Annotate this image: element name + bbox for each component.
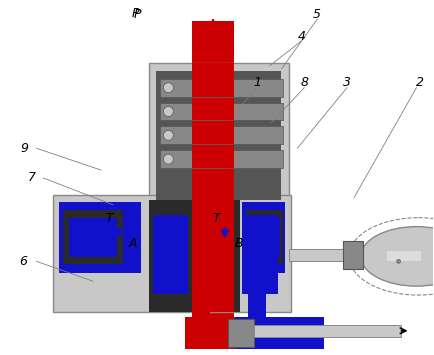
Text: 1: 1 (253, 76, 261, 89)
Bar (148, 63, 289, 210)
Circle shape (396, 260, 400, 263)
Bar (227, 319, 253, 347)
Text: P: P (134, 8, 141, 21)
Bar (247, 269, 265, 337)
Text: T: T (211, 212, 219, 225)
Text: 7: 7 (27, 171, 36, 185)
Bar (69, 218, 116, 257)
Text: 5: 5 (312, 8, 320, 21)
Bar (241, 215, 277, 294)
Bar (386, 251, 421, 261)
Bar (160, 103, 283, 120)
Bar (249, 218, 279, 257)
Bar (192, 79, 233, 97)
Text: 3: 3 (342, 76, 350, 89)
Bar (59, 202, 140, 273)
Bar (185, 317, 323, 349)
Circle shape (163, 154, 173, 164)
Text: 8: 8 (299, 76, 308, 89)
Bar (192, 126, 233, 144)
Text: 6: 6 (20, 255, 27, 268)
Bar (192, 103, 233, 120)
Bar (160, 79, 283, 97)
Circle shape (163, 106, 173, 116)
Bar (160, 126, 283, 144)
Ellipse shape (360, 226, 434, 286)
Bar (362, 251, 419, 261)
Bar (192, 21, 233, 329)
Bar (152, 215, 188, 294)
Bar (160, 150, 283, 168)
Text: B: B (234, 237, 243, 250)
Bar (342, 241, 362, 269)
Bar (241, 269, 271, 281)
Bar (245, 210, 283, 264)
Text: P: P (132, 7, 139, 20)
Text: 4: 4 (297, 29, 305, 43)
Circle shape (163, 130, 173, 140)
Bar (241, 202, 285, 273)
Circle shape (163, 83, 173, 93)
Text: T: T (105, 212, 113, 225)
Bar (289, 250, 346, 261)
Bar (192, 200, 233, 312)
Bar (63, 210, 122, 264)
Bar (192, 63, 233, 210)
Bar (253, 325, 400, 337)
Bar (192, 150, 233, 168)
Bar (192, 321, 265, 337)
Bar (185, 317, 234, 349)
Text: 2: 2 (415, 76, 424, 89)
Bar (156, 71, 281, 200)
Bar (148, 200, 239, 312)
Text: 9: 9 (20, 142, 29, 155)
Text: A: A (128, 237, 137, 250)
Bar (192, 309, 210, 337)
Bar (53, 195, 291, 312)
